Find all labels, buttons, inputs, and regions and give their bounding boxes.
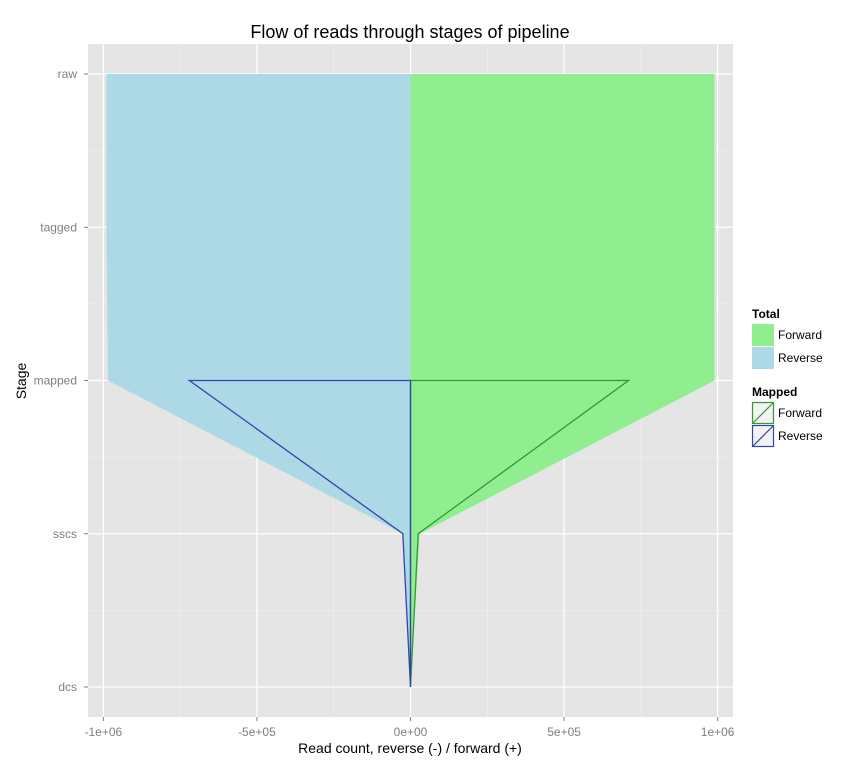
y-tick-label: tagged [40, 220, 77, 234]
legend-key [752, 347, 774, 369]
legend-label: Reverse [778, 351, 823, 365]
mapped-outlines [187, 379, 631, 688]
legend-swatch [752, 347, 774, 369]
legend-label: Reverse [778, 429, 823, 443]
legend-key [752, 324, 774, 346]
x-tick-label: 1e+06 [701, 725, 735, 739]
legend-swatch [752, 324, 774, 346]
legend-title: Mapped [752, 385, 797, 399]
legend-title: Total [752, 307, 780, 321]
legend-swatch-line [752, 402, 774, 424]
y-tick-label: raw [58, 67, 78, 81]
legend: Total Forward Reverse Mapped Forward Reverse [751, 307, 823, 448]
x-tick-label: -5e+05 [238, 725, 276, 739]
x-tick-label: 5e+05 [547, 725, 581, 739]
y-axis-title: Stage [13, 362, 29, 399]
x-axis-title: Read count, reverse (-) / forward (+) [298, 740, 522, 756]
x-tick-label: -1e+06 [85, 725, 123, 739]
x-tick-label: 0e+00 [394, 725, 428, 739]
legend-label: Forward [778, 406, 822, 420]
legend-label: Forward [778, 328, 822, 342]
outline-mapped-reverse [187, 379, 412, 688]
legend-key [751, 401, 775, 425]
y-tick-label: sscs [53, 527, 77, 541]
y-tick-label: mapped [34, 374, 77, 388]
y-axis: raw tagged mapped sscs dcs [34, 67, 88, 694]
legend-key [751, 424, 775, 448]
x-axis: -1e+06 -5e+05 0e+00 5e+05 1e+06 [85, 717, 735, 739]
legend-swatch-line [752, 425, 774, 447]
y-tick-label: dcs [58, 680, 77, 694]
chart-title: Flow of reads through stages of pipeline [250, 22, 569, 42]
